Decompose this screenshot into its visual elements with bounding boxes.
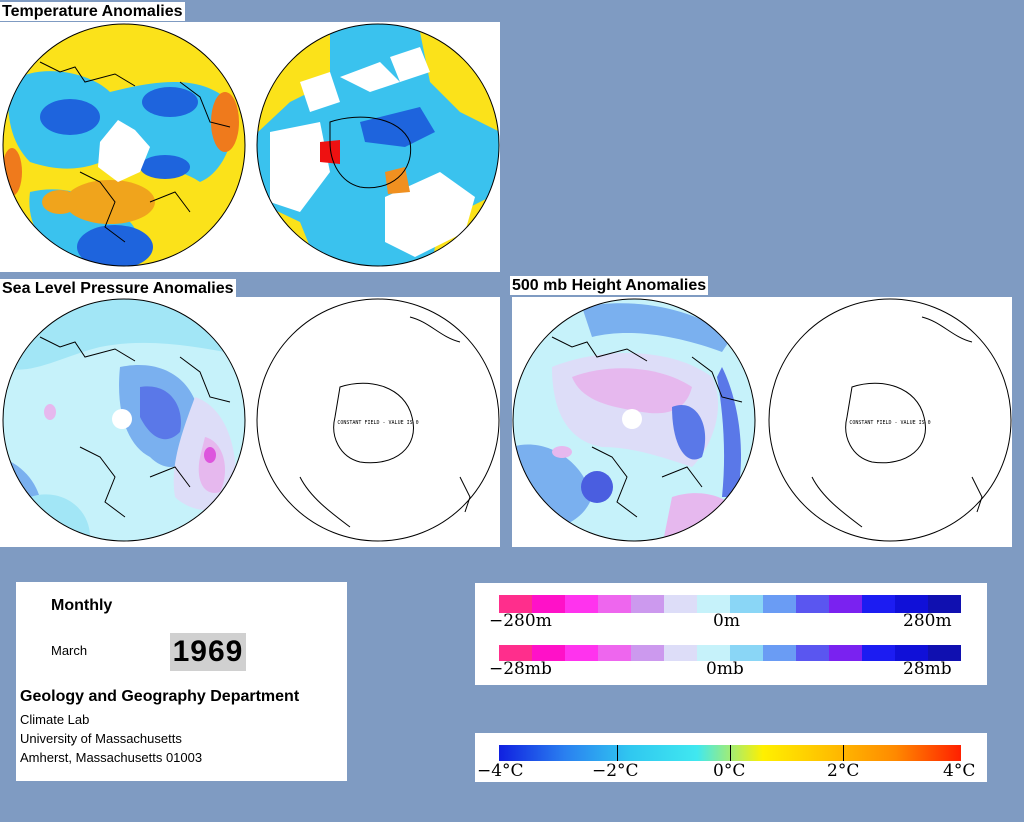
pressure-color-swatch [763,645,796,661]
pressure-color-swatch [862,645,895,661]
info-box: Monthly March 1969 Geology and Geography… [16,582,347,781]
pressure-color-swatch [730,645,763,661]
height-color-swatch [862,595,895,613]
height-color-swatch [664,595,697,613]
pressure-color-swatch [565,645,598,661]
slp-constant-field-note: CONSTANT FIELD - VALUE IS 0 [337,420,418,426]
pressure-color-bar [499,645,961,661]
pressure-color-swatch [829,645,862,661]
height-color-swatch [796,595,829,613]
pressure-color-swatch [796,645,829,661]
lab-name: Climate Lab [20,712,90,727]
height-color-swatch [697,595,730,613]
temperature-anomalies-title: Temperature Anomalies [0,2,185,21]
height-constant-field-note: CONSTANT FIELD - VALUE IS 0 [849,420,930,426]
address: Amherst, Massachusetts 01003 [20,750,203,765]
height-color-swatch [631,595,664,613]
temp-minus2-label: −2°C [592,761,639,781]
temperature-legend: −4°C −2°C 0°C 2°C 4°C [475,733,987,782]
height-color-swatch [565,595,598,613]
pressure-color-swatch [631,645,664,661]
period-label: Monthly [51,597,113,614]
northern-hemisphere-temperature-map [3,24,245,266]
height-color-swatch [598,595,631,613]
pressure-color-swatch [928,645,961,661]
height-color-swatch [829,595,862,613]
southern-hemisphere-slp-map: CONSTANT FIELD - VALUE IS 0 [256,298,500,542]
university-name: University of Massachusetts [20,731,182,746]
pressure-min-label: −28mb [489,659,552,679]
height-color-swatch [730,595,763,613]
temperature-anomalies-panel [0,22,500,272]
temp-minus4-label: −4°C [477,761,524,781]
pressure-color-swatch [532,645,565,661]
height-color-swatch [928,595,961,613]
height-min-label: −280m [489,611,552,631]
height-color-swatch [532,595,565,613]
pressure-max-label: 28mb [903,659,952,679]
southern-hemisphere-height-map: CONSTANT FIELD - VALUE IS 0 [768,298,1012,542]
pressure-color-swatch [664,645,697,661]
pressure-color-swatch [697,645,730,661]
height-anomalies-panel: CONSTANT FIELD - VALUE IS 0 [512,297,1012,547]
temp-zero-label: 0°C [713,761,746,781]
height-color-swatch [895,595,928,613]
pressure-color-swatch [499,645,532,661]
height-pressure-legend: −280m 0m 280m −28mb 0mb 28mb [475,583,987,685]
pressure-color-swatch [598,645,631,661]
slp-anomalies-title: Sea Level Pressure Anomalies [0,279,236,298]
northern-hemisphere-height-map [513,299,755,541]
northern-hemisphere-slp-map [3,299,245,541]
height-max-label: 280m [903,611,952,631]
department-name: Geology and Geography Department [20,688,300,705]
height-color-swatch [763,595,796,613]
pressure-zero-label: 0mb [706,659,744,679]
temp-plus2-label: 2°C [827,761,860,781]
slp-anomalies-panel: CONSTANT FIELD - VALUE IS 0 [0,297,500,547]
height-anomalies-title: 500 mb Height Anomalies [510,276,709,295]
height-color-swatch [499,595,532,613]
height-color-bar [499,595,961,613]
pressure-color-swatch [895,645,928,661]
year-display: 1969 [170,633,246,671]
height-zero-label: 0m [713,611,740,631]
temp-plus4-label: 4°C [943,761,976,781]
month-label: March [51,643,88,658]
